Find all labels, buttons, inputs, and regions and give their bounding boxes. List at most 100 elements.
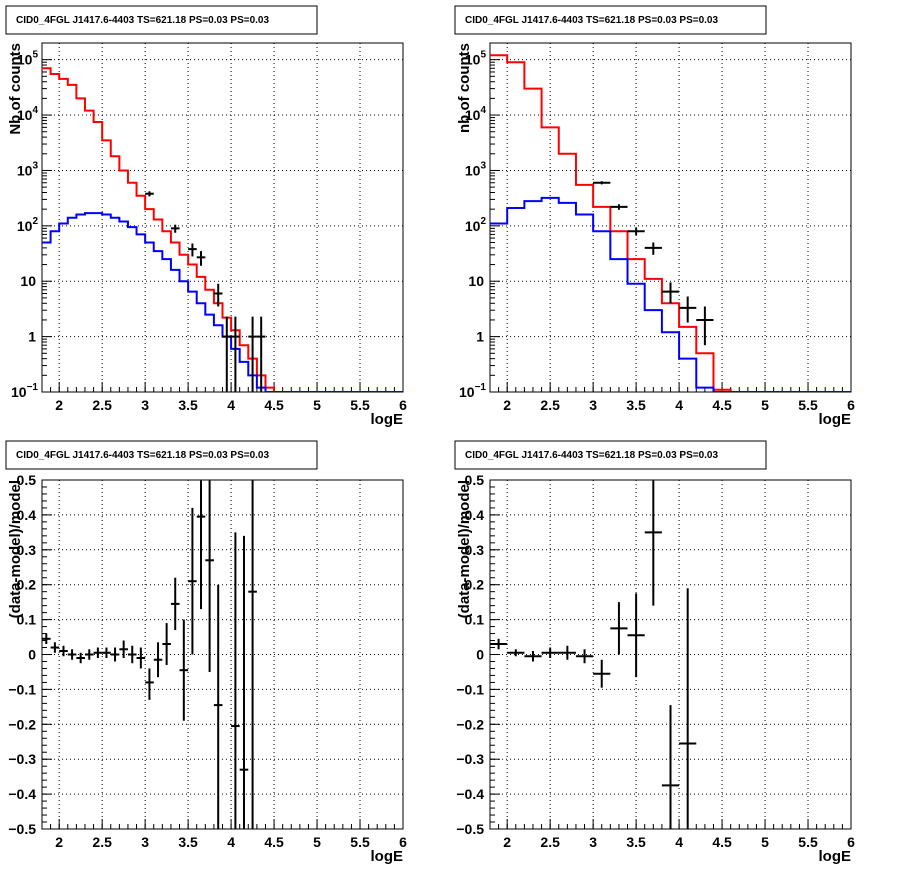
data-point bbox=[541, 647, 559, 658]
y-tick-label: −0.5 bbox=[8, 821, 36, 837]
x-tick-label: 2.5 bbox=[540, 834, 560, 850]
data-point bbox=[213, 584, 223, 829]
x-tick-label: 2 bbox=[55, 834, 63, 850]
x-tick-label: 5 bbox=[313, 834, 321, 850]
panel-1: CID0_4FGL J1417.6-4403 TS=621.18 PS=0.03… bbox=[5, 5, 407, 428]
y-axis-title: nb of counts bbox=[456, 43, 473, 133]
data-point bbox=[524, 651, 542, 662]
y-tick-label: 0.2 bbox=[465, 577, 485, 593]
y-tick-label: 104 bbox=[465, 105, 487, 123]
data-point bbox=[644, 242, 662, 255]
x-tick-label: 3 bbox=[141, 834, 149, 850]
y-tick-label: −0.2 bbox=[8, 716, 36, 732]
y-tick-label: 0.1 bbox=[465, 612, 485, 628]
data-point bbox=[610, 602, 628, 655]
plot-area bbox=[42, 67, 403, 392]
data-point bbox=[153, 642, 163, 678]
y-tick-label: 104 bbox=[17, 105, 39, 123]
histogram-series-1 bbox=[42, 67, 403, 392]
data-point bbox=[231, 532, 240, 829]
data-point bbox=[490, 638, 508, 650]
data-point bbox=[42, 633, 51, 645]
data-point bbox=[256, 316, 266, 392]
data-point bbox=[196, 480, 206, 610]
plot-frame bbox=[489, 42, 852, 393]
panel-2: CID0_4FGL J1417.6-4403 TS=621.18 PS=0.03… bbox=[454, 5, 855, 428]
x-tick-label: 2 bbox=[503, 834, 511, 850]
x-tick-label: 3 bbox=[141, 397, 149, 413]
y-tick-label: 0.3 bbox=[465, 542, 485, 558]
data-point bbox=[593, 181, 611, 185]
data-point bbox=[627, 593, 645, 678]
x-tick-label: 4 bbox=[227, 834, 235, 850]
data-point bbox=[170, 577, 180, 631]
x-tick-label: 4.5 bbox=[264, 397, 284, 413]
data-point bbox=[661, 705, 680, 829]
y-tick-label: 0.2 bbox=[17, 577, 37, 593]
chart-title: CID0_4FGL J1417.6-4403 TS=621.18 PS=0.03… bbox=[465, 450, 718, 461]
x-axis-title: logE bbox=[371, 848, 404, 865]
data-point bbox=[50, 642, 60, 653]
data-point bbox=[84, 649, 94, 660]
y-tick-label: −0.1 bbox=[8, 681, 36, 697]
y-tick-label: 10−1 bbox=[11, 382, 38, 400]
title-box bbox=[5, 5, 318, 35]
x-tick-label: 3.5 bbox=[178, 397, 198, 413]
data-point bbox=[136, 647, 146, 669]
data-point bbox=[162, 623, 171, 665]
data-point bbox=[102, 647, 111, 658]
x-tick-label: 2 bbox=[503, 397, 511, 413]
plot-frame bbox=[41, 42, 404, 393]
data-point bbox=[231, 316, 240, 392]
y-tick-label: −0.3 bbox=[8, 751, 36, 767]
y-tick-label: −0.1 bbox=[456, 681, 484, 697]
y-tick-label: 10−1 bbox=[459, 382, 486, 400]
y-tick-label: −0.4 bbox=[456, 786, 484, 802]
y-tick-label: 1 bbox=[28, 329, 36, 345]
x-tick-label: 2.5 bbox=[92, 834, 112, 850]
x-tick-label: 4.5 bbox=[712, 397, 732, 413]
y-tick-label: 102 bbox=[17, 216, 39, 234]
x-tick-label: 5.5 bbox=[798, 397, 818, 413]
data-point bbox=[67, 649, 77, 660]
histogram-series-2 bbox=[42, 212, 403, 392]
panel-4: CID0_4FGL J1417.6-4403 TS=621.18 PS=0.03… bbox=[454, 440, 855, 865]
data-point bbox=[248, 316, 257, 392]
data-point bbox=[679, 588, 697, 829]
plot-area bbox=[490, 480, 697, 829]
data-point bbox=[145, 668, 154, 700]
data-point bbox=[248, 480, 257, 829]
y-tick-label: 10 bbox=[468, 273, 484, 289]
x-tick-label: 5.5 bbox=[350, 834, 370, 850]
chart-title: CID0_4FGL J1417.6-4403 TS=621.18 PS=0.03… bbox=[16, 450, 269, 461]
y-axis-title: Nb of counts bbox=[7, 43, 24, 135]
x-tick-label: 2.5 bbox=[92, 397, 112, 413]
y-tick-label: 0.1 bbox=[17, 612, 37, 628]
x-tick-label: 5.5 bbox=[350, 397, 370, 413]
title-box bbox=[454, 5, 767, 35]
x-tick-label: 5 bbox=[761, 834, 769, 850]
data-point bbox=[76, 652, 85, 664]
y-tick-label: 105 bbox=[465, 50, 487, 68]
histogram-series-1 bbox=[490, 54, 851, 392]
data-point bbox=[145, 191, 154, 197]
x-tick-label: 5.5 bbox=[798, 834, 818, 850]
data-point bbox=[110, 647, 120, 662]
data-point bbox=[679, 296, 697, 323]
data-point bbox=[93, 647, 103, 658]
plot-area bbox=[490, 54, 851, 392]
plot-area bbox=[42, 480, 257, 829]
panel-3: CID0_4FGL J1417.6-4403 TS=621.18 PS=0.03… bbox=[5, 440, 407, 865]
x-tick-label: 2 bbox=[55, 397, 63, 413]
data-point bbox=[239, 535, 249, 829]
data-point bbox=[644, 480, 662, 606]
x-tick-label: 2.5 bbox=[540, 397, 560, 413]
x-tick-label: 3 bbox=[589, 834, 597, 850]
x-tick-label: 6 bbox=[399, 834, 407, 850]
x-tick-label: 5 bbox=[313, 397, 321, 413]
data-point bbox=[593, 659, 611, 688]
y-tick-label: 0 bbox=[476, 647, 484, 663]
data-point bbox=[59, 645, 68, 657]
y-tick-label: 0.3 bbox=[17, 542, 37, 558]
